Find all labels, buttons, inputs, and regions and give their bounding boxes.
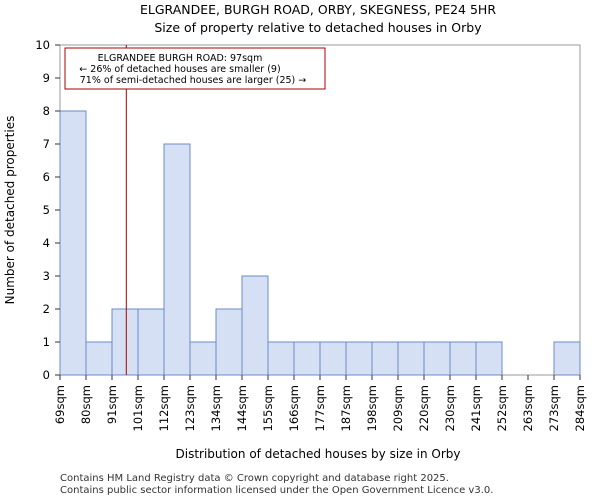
x-tick-label: 220sqm — [417, 385, 431, 431]
x-tick-label: 155sqm — [261, 385, 275, 431]
annotation-line-3: 71% of semi-detached houses are larger (… — [80, 75, 307, 86]
x-tick-label: 263sqm — [521, 385, 535, 431]
bar-112sqm — [163, 143, 191, 376]
x-tick-label: 101sqm — [131, 385, 145, 431]
x-tick-label: 209sqm — [391, 385, 405, 431]
y-tick-label: 7 — [43, 137, 50, 151]
y-tick-label: 6 — [43, 170, 50, 184]
y-tick-label: 2 — [43, 302, 50, 316]
y-tick-label: 1 — [43, 335, 50, 349]
x-tick-label: 177sqm — [313, 385, 327, 431]
y-tick-label: 9 — [43, 71, 50, 85]
x-axis-label: Distribution of detached houses by size … — [176, 447, 461, 461]
bar-230sqm — [449, 341, 477, 376]
bar-273sqm — [553, 341, 581, 376]
x-tick-label: 134sqm — [209, 385, 223, 431]
x-tick-label: 112sqm — [157, 385, 171, 431]
x-tick-label: 241sqm — [469, 385, 483, 431]
annotation-frame — [64, 47, 326, 90]
bar-220sqm — [423, 341, 451, 376]
x-tick-label: 91sqm — [105, 385, 119, 424]
bar-123sqm — [189, 341, 217, 376]
x-tick-label: 273sqm — [547, 385, 561, 431]
x-tick-label: 166sqm — [287, 385, 301, 431]
x-tick-label: 230sqm — [443, 385, 457, 431]
histogram-chart: ELGRANDEE, BURGH ROAD, ORBY, SKEGNESS, P… — [3, 2, 587, 461]
annotation-line-2: ← 26% of detached houses are smaller (9) — [79, 64, 280, 75]
bar-91sqm — [111, 308, 139, 376]
y-tick-label: 4 — [43, 236, 50, 250]
bar-134sqm — [215, 308, 243, 376]
bars-group — [59, 110, 581, 376]
chart-title: ELGRANDEE, BURGH ROAD, ORBY, SKEGNESS, P… — [140, 2, 496, 17]
x-tick-label: 144sqm — [235, 385, 249, 431]
y-tick-label: 3 — [43, 269, 50, 283]
footer-line-1: Contains HM Land Registry data © Crown c… — [60, 473, 449, 484]
bar-166sqm — [293, 341, 321, 376]
y-tick-label: 5 — [43, 203, 50, 217]
x-tick-label: 198sqm — [365, 385, 379, 431]
bar-144sqm — [241, 275, 269, 376]
annotation-line-1: ELGRANDEE BURGH ROAD: 97sqm — [98, 53, 263, 64]
bar-101sqm — [137, 308, 165, 376]
x-axis: 69sqm 80sqm 91sqm 101sqm 112sqm 123sqm 134sqm 1… — [53, 375, 587, 431]
y-axis: 0 1 2 3 4 5 6 7 8 9 10 — [35, 38, 60, 382]
y-tick-label: 10 — [35, 38, 50, 52]
bar-69sqm — [59, 110, 87, 376]
annotation-box: ELGRANDEE BURGH ROAD: 97sqm ← 26% of det… — [64, 47, 326, 90]
x-tick-label: 187sqm — [339, 385, 353, 431]
bar-209sqm — [397, 341, 425, 376]
y-axis-label: Number of detached properties — [3, 116, 17, 305]
chart-subtitle: Size of property relative to detached ho… — [154, 20, 482, 35]
bar-155sqm — [267, 341, 295, 376]
bar-177sqm — [319, 341, 347, 376]
bar-80sqm — [85, 341, 113, 376]
x-tick-label: 284sqm — [573, 385, 587, 431]
footer-line-2: Contains public sector information licen… — [60, 485, 494, 496]
bar-187sqm — [345, 341, 373, 376]
x-tick-label: 69sqm — [53, 385, 67, 424]
x-tick-label: 252sqm — [495, 385, 509, 431]
x-tick-label: 123sqm — [183, 385, 197, 431]
bar-241sqm — [475, 341, 503, 376]
bar-198sqm — [371, 341, 399, 376]
y-tick-label: 0 — [43, 368, 50, 382]
x-tick-label: 80sqm — [79, 385, 93, 424]
y-tick-label: 8 — [43, 104, 50, 118]
